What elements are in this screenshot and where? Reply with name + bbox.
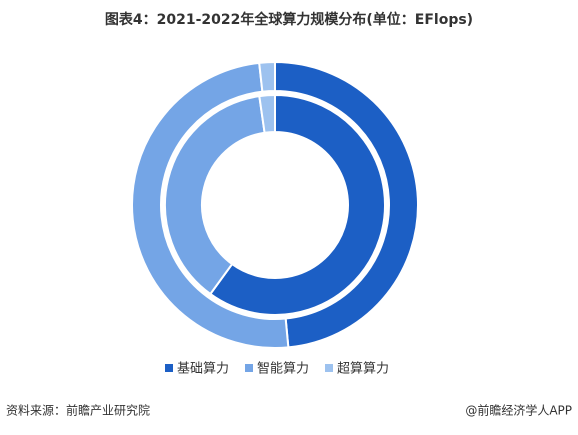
brand: @前瞻经济学人APP — [465, 403, 572, 418]
legend-label: 基础算力 — [177, 362, 229, 377]
legend: 基础算力 智能算力 超算算力 — [165, 362, 389, 377]
legend-swatch — [165, 364, 173, 372]
rings — [131, 60, 419, 349]
donut-segment — [258, 60, 276, 93]
donut-segment — [208, 93, 386, 316]
chart-title: 图表4：2021-2022年全球算力规模分布(单位：EFlops) — [105, 11, 473, 28]
source: 资料来源：前瞻产业研究院 — [6, 403, 150, 418]
donut-segment — [258, 93, 276, 134]
donut-segment — [164, 94, 266, 296]
legend-swatch — [245, 364, 253, 372]
legend-label: 智能算力 — [257, 362, 309, 377]
legend-label: 超算算力 — [337, 362, 389, 377]
legend-swatch — [325, 364, 333, 372]
